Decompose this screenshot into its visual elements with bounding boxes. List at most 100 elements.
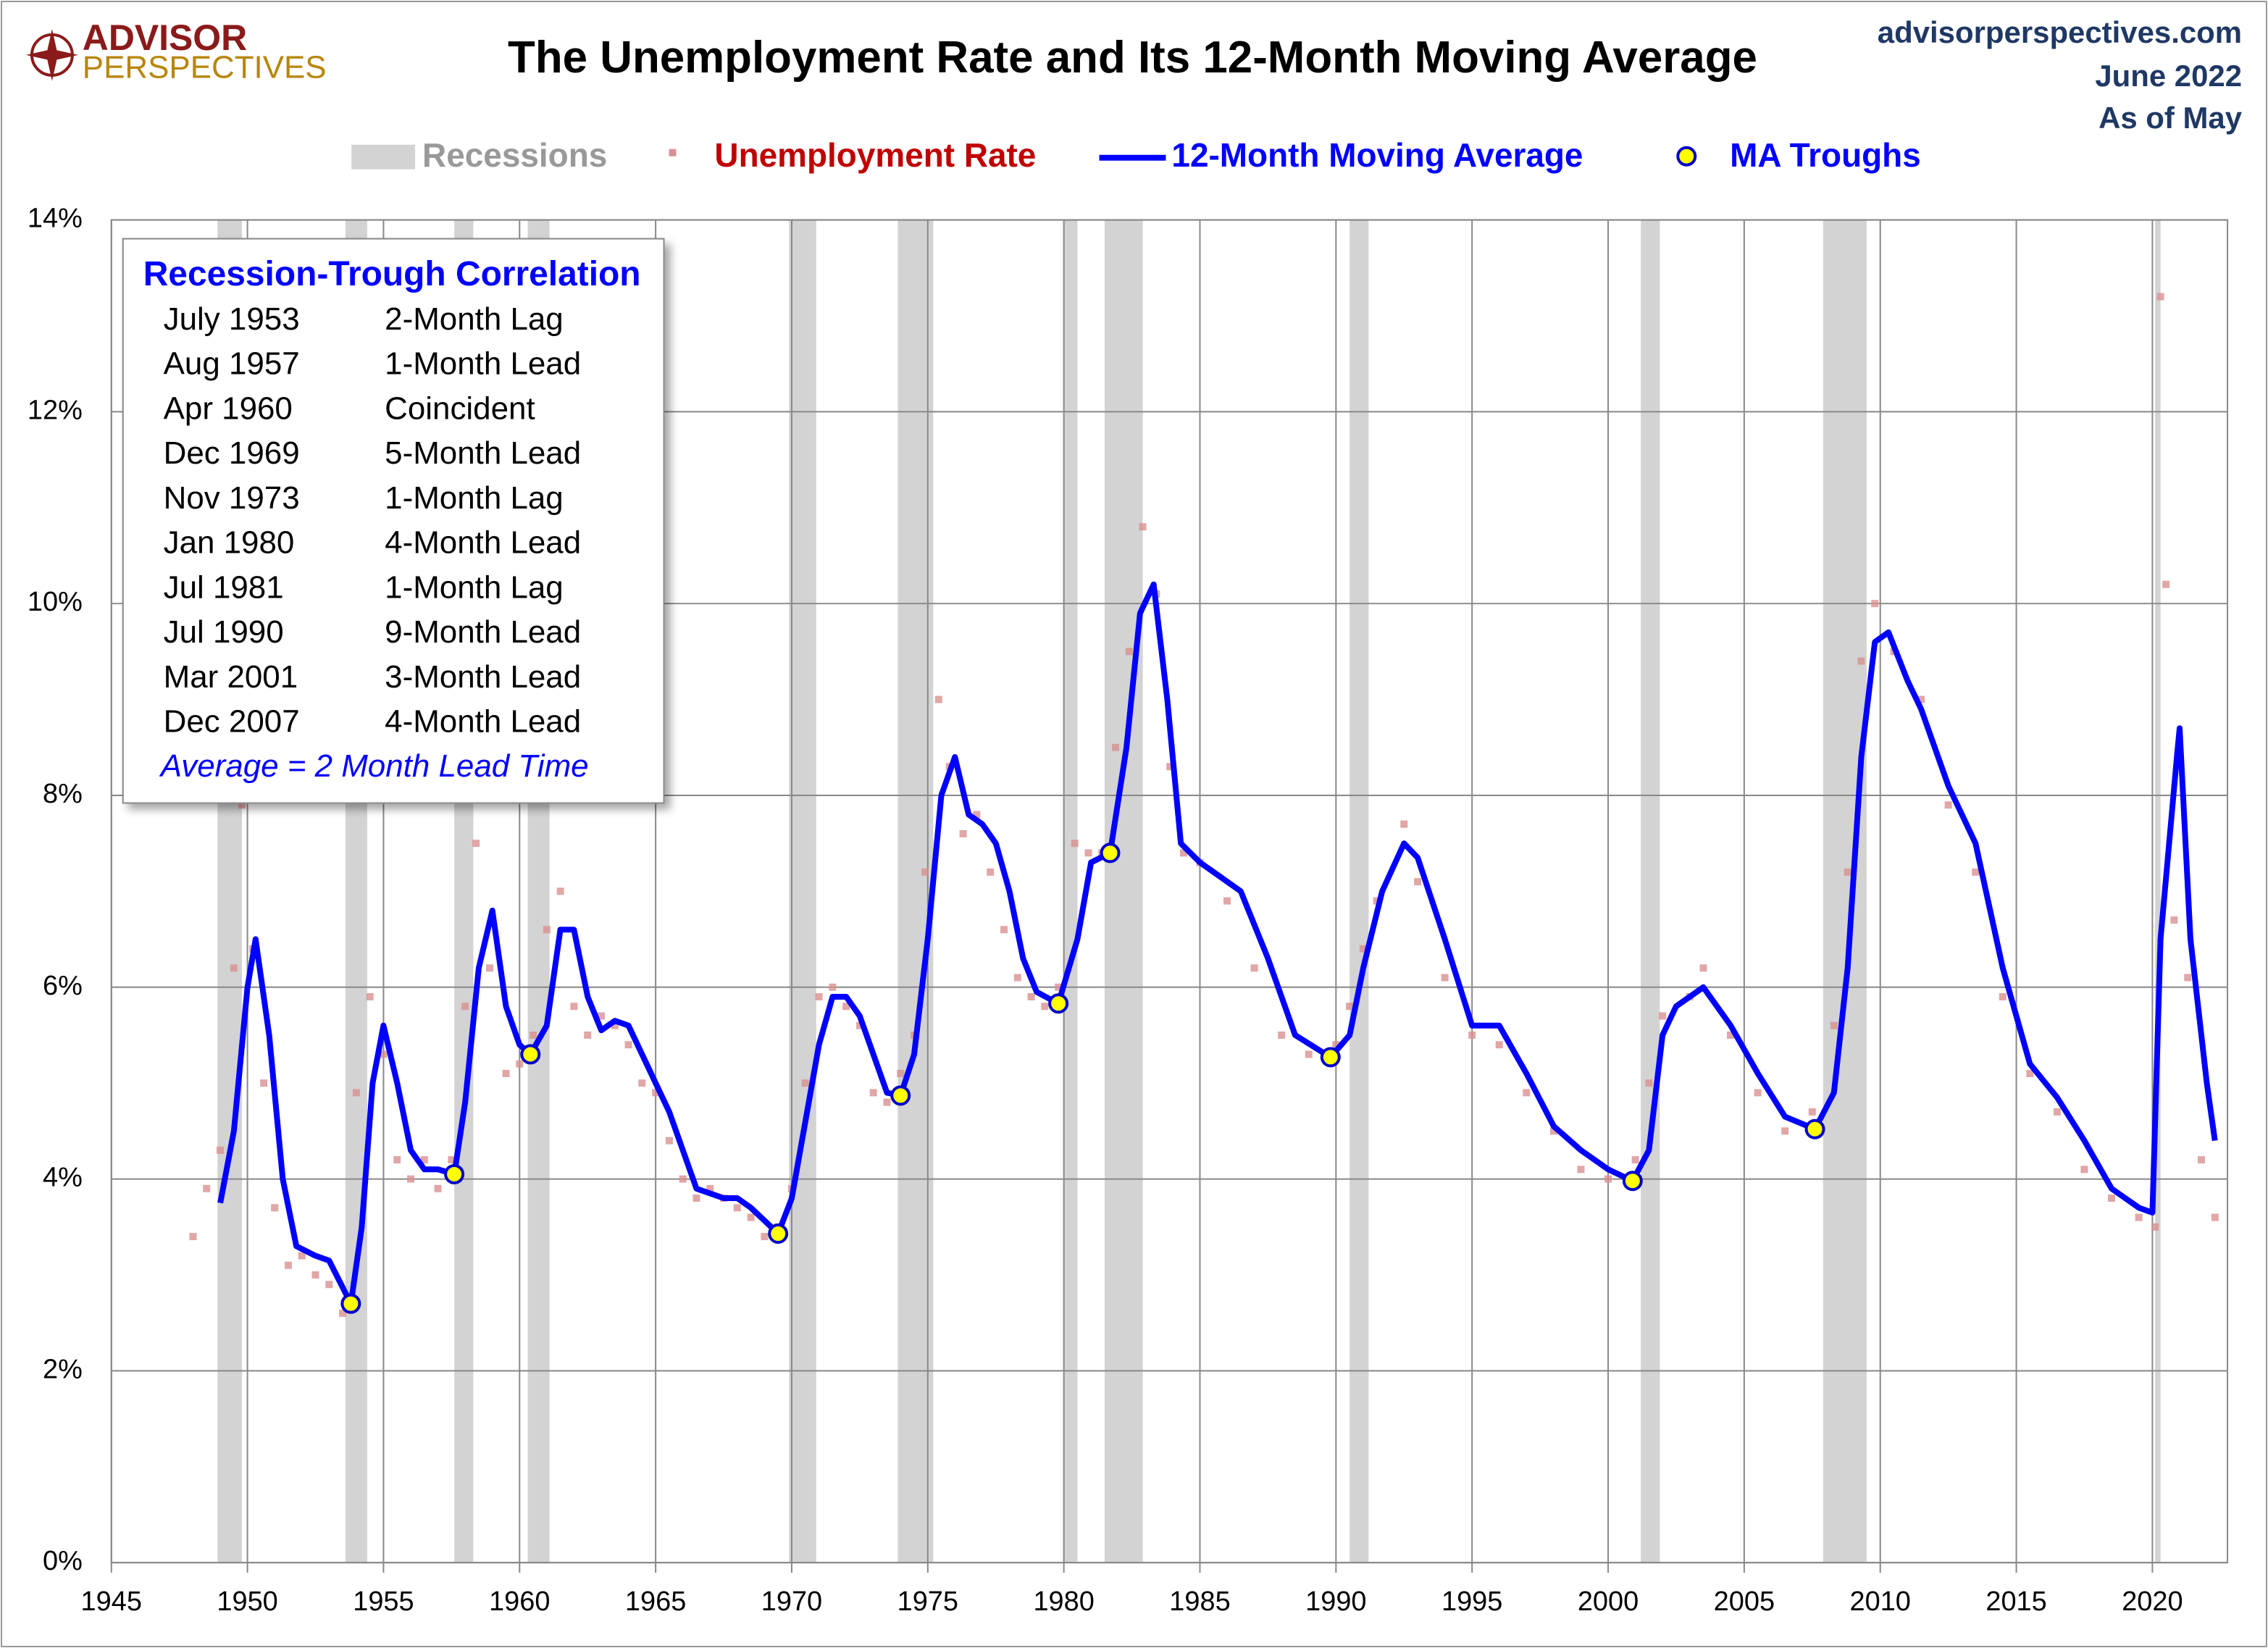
annotation-box: Recession-Trough Correlation July 1953 2-M… [122, 238, 665, 804]
legend-swatch [351, 144, 416, 170]
x-tick-label: 1970 [761, 1586, 822, 1617]
x-tick-label: 1965 [625, 1586, 686, 1617]
data-point [502, 1069, 510, 1077]
data-point [829, 983, 837, 991]
x-tick-label: 2010 [1850, 1586, 1911, 1617]
data-point [733, 1204, 741, 1212]
data-point [1084, 849, 1092, 857]
data-point [1305, 1050, 1313, 1058]
data-point [1400, 820, 1408, 828]
source: June 2022 [2095, 59, 2242, 93]
data-point [448, 1156, 456, 1164]
data-point [393, 1156, 401, 1164]
data-point [189, 1233, 197, 1240]
logo-text: PERSPECTIVES [83, 49, 327, 85]
data-point [407, 1175, 415, 1183]
table-cell: Coincident [385, 390, 535, 426]
data-point [1808, 1108, 1816, 1116]
table-cell: 5-Month Lead [385, 435, 581, 471]
data-point [1754, 1089, 1762, 1097]
x-tick-label: 1990 [1305, 1586, 1366, 1617]
legend-label: 12-Month Moving Average [1171, 136, 1583, 174]
table-cell: 1-Month Lead [385, 346, 581, 382]
data-point [284, 1261, 292, 1269]
box-title: Recession-Trough Correlation [143, 255, 641, 293]
data-point [1027, 993, 1035, 1001]
x-tick-label: 2000 [1578, 1586, 1639, 1617]
data-point [1871, 600, 1879, 608]
y-tick-label: 4% [43, 1163, 83, 1193]
y-tick-label: 6% [43, 971, 83, 1001]
data-point [1071, 840, 1079, 848]
table-cell: Jul 1990 [164, 614, 284, 650]
data-point [815, 993, 823, 1001]
data-point [1250, 964, 1258, 972]
data-point [883, 1098, 891, 1106]
box-background [122, 238, 665, 804]
table-cell: 9-Month Lead [385, 614, 581, 650]
table-cell: Jan 1980 [164, 525, 295, 561]
trough-marker [520, 1044, 541, 1065]
data-point [339, 1309, 347, 1317]
plot-border [110, 219, 2229, 1564]
data-point [1727, 1031, 1735, 1039]
data-point [921, 868, 929, 876]
data-point [1495, 1041, 1503, 1049]
table-cell: 2-Month Lag [385, 301, 564, 337]
y-tick-label: 0% [43, 1546, 83, 1576]
data-point [1844, 868, 1851, 876]
table-cell: 1-Month Lag [385, 569, 564, 605]
data-point [1112, 743, 1120, 751]
data-point [2108, 1195, 2116, 1202]
data-point [238, 801, 246, 809]
data-point [1604, 1175, 1612, 1183]
data-point [855, 1021, 863, 1029]
data-point [420, 1156, 428, 1164]
trough-marker [444, 1163, 465, 1184]
data-point [472, 840, 480, 848]
recession-band [1105, 219, 1143, 1563]
data-point [2184, 974, 2192, 982]
data-point [973, 811, 981, 819]
data-point [624, 1041, 632, 1049]
data-point [1523, 1089, 1531, 1097]
data-point [298, 1252, 306, 1260]
logo-text: ADVISOR [83, 17, 247, 58]
table-cell: Jul 1981 [164, 569, 284, 605]
data-point [217, 1146, 225, 1154]
x-tick-label: 1950 [217, 1586, 277, 1617]
x-tick-label: 1960 [489, 1586, 550, 1617]
data-point [380, 1050, 388, 1058]
box-note: Average = 2 Month Lead Time [159, 748, 589, 784]
data-point [611, 1021, 619, 1029]
data-point [1373, 897, 1381, 905]
data-point [1179, 849, 1187, 857]
table-cell: Nov 1973 [164, 480, 300, 516]
x-tick-label: 1945 [81, 1586, 142, 1617]
data-point [1631, 1156, 1639, 1164]
data-point [2198, 1156, 2206, 1164]
data-point [801, 1079, 809, 1087]
data-point [1041, 1003, 1049, 1011]
data-point [570, 1003, 578, 1011]
data-point [203, 1184, 211, 1192]
data-point [1139, 523, 1147, 531]
data-point [461, 1003, 469, 1011]
data-point [1659, 1012, 1667, 1020]
data-point [1781, 1127, 1789, 1135]
data-point [2162, 580, 2170, 588]
x-tick-label: 2015 [1985, 1586, 2046, 1617]
recession-band [1823, 219, 1867, 1563]
data-point [987, 868, 995, 876]
table-cell: July 1953 [164, 301, 300, 337]
data-point [2170, 916, 2178, 924]
y-tick-label: 10% [28, 587, 83, 617]
data-point [1223, 897, 1231, 905]
data-point [2080, 1166, 2088, 1174]
legend-swatch [669, 149, 677, 156]
trough-marker [1100, 842, 1121, 863]
source: As of May [2098, 101, 2243, 135]
data-point [1830, 1021, 1838, 1029]
trough-marker [1622, 1171, 1643, 1192]
